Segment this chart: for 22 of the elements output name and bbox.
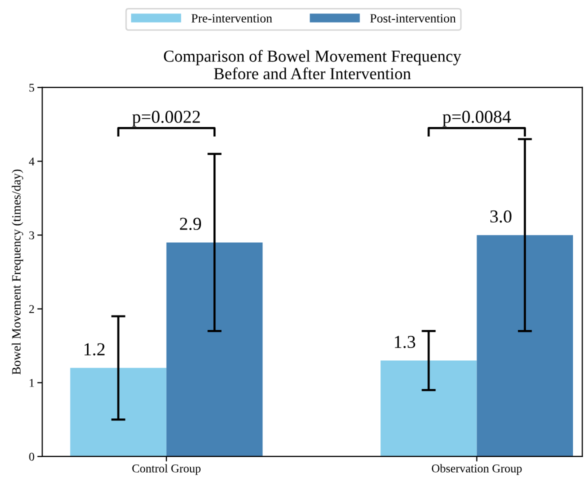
- legend-label: Pre-intervention: [191, 14, 272, 23]
- bar: [166, 242, 263, 456]
- annotation: p=0.0022: [132, 110, 200, 127]
- y-axis-title: Bowel Movement Frequency (times/day): [12, 170, 24, 375]
- bar: [476, 235, 573, 456]
- y-tick-label: 2: [29, 305, 34, 313]
- chart-title: Comparison of Bowel Movement Frequency Before and After Intervention: [164, 50, 462, 80]
- bar: [380, 360, 477, 456]
- y-tick-label: 1: [30, 378, 34, 387]
- data-label: 3.0: [490, 210, 512, 223]
- y-tick-label: 5: [29, 84, 34, 92]
- y-tick-label: 4: [28, 158, 34, 166]
- data-label: 2.9: [180, 218, 202, 230]
- bar: [70, 368, 166, 456]
- y-tick-label: 3: [29, 231, 34, 240]
- y-tick-label: 0: [29, 452, 34, 461]
- x-tick-label: Observation Group: [432, 464, 522, 475]
- data-label: 1.2: [84, 343, 105, 356]
- data-label: 1.3: [394, 336, 416, 348]
- annotation: p=0.0084: [442, 110, 511, 127]
- legend-label: Post-intervention: [370, 14, 456, 23]
- x-tick-label: Control Group: [132, 464, 201, 475]
